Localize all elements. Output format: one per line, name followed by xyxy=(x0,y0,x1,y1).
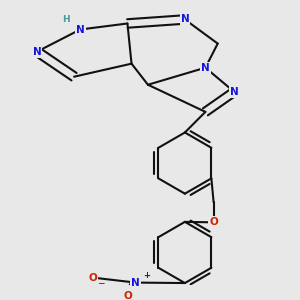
Text: +: + xyxy=(143,271,151,280)
Text: N: N xyxy=(131,278,140,288)
Text: N: N xyxy=(33,46,41,57)
Text: H: H xyxy=(62,15,69,24)
Text: O: O xyxy=(123,291,132,300)
Text: O: O xyxy=(88,273,97,283)
Text: −: − xyxy=(97,279,105,288)
Text: N: N xyxy=(76,25,85,34)
Text: N: N xyxy=(181,14,189,25)
Text: N: N xyxy=(201,63,210,73)
Text: O: O xyxy=(209,217,218,227)
Text: N: N xyxy=(230,87,239,97)
